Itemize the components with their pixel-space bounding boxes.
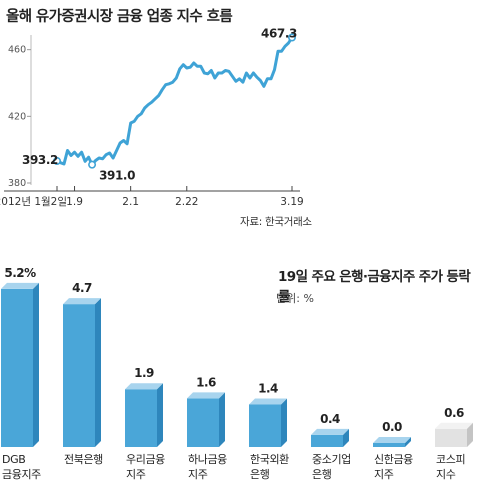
bar-value-label: 1.4: [258, 381, 278, 395]
bar: [373, 443, 405, 447]
source-note: 자료: 한국거래소: [240, 216, 312, 228]
bar-value-label: 0.4: [320, 412, 340, 426]
bar-side: [281, 398, 287, 447]
bar-value-label: 5.2%: [4, 266, 36, 280]
bar-side: [343, 428, 349, 447]
point-marker: [52, 157, 61, 166]
bar-category-line: 한국외환: [250, 453, 289, 466]
unit-label: 단위: %: [276, 292, 314, 305]
start-value-label: 393.2: [22, 153, 58, 167]
point-marker: [287, 33, 296, 42]
bar-category-line: 지수: [436, 468, 456, 481]
bar-category-line: 전북은행: [64, 453, 103, 466]
bar-category-line: 중소기업: [312, 453, 351, 466]
bar-top: [125, 383, 163, 390]
bar-group: 5.2% DGB 금융지주: [1, 266, 42, 481]
index-line: [56, 36, 294, 167]
bar-value-label: 1.6: [196, 375, 216, 389]
point-marker: [88, 160, 97, 169]
bar-category-line: 지주: [188, 468, 208, 481]
bar-chart-title: 19일 주요 은행·금융지주 주가 등락률: [278, 269, 471, 305]
bar-category-line: 코스피: [436, 453, 465, 466]
bar: [311, 434, 343, 447]
x-tick-label: 2.22: [175, 196, 198, 208]
bar: [125, 389, 157, 447]
bar-side: [467, 422, 473, 447]
bar-side: [219, 392, 225, 447]
bar: [63, 304, 95, 447]
bar-category-line: 지주: [374, 468, 394, 481]
y-tick-label: 460: [8, 45, 26, 56]
bar-side: [157, 383, 163, 447]
end-value-label: 467.3: [261, 27, 297, 41]
x-tick-label: 2.1: [122, 196, 139, 208]
bar-top: [311, 428, 349, 435]
bar-side: [33, 282, 39, 447]
bar-category-line: 하나금융: [188, 452, 227, 466]
bar-value-label: 0.6: [444, 406, 464, 420]
bar-value-label: 0.0: [382, 420, 402, 434]
x-tick-label: 1.9: [66, 196, 83, 208]
bar: [1, 288, 33, 447]
bar-category-line: DGB: [2, 453, 25, 466]
bar-category-line: 지주: [126, 468, 146, 481]
bar-category-line: 금융지주: [2, 468, 41, 481]
bar: [187, 398, 219, 447]
bar: [249, 404, 281, 447]
bar-top: [63, 298, 101, 305]
bar-value-label: 4.7: [72, 281, 92, 295]
line-chart-title: 올해 유가증권시장 금융 업종 지수 흐름: [6, 9, 233, 25]
bar-group: 4.7 전북은행: [63, 281, 103, 466]
y-tick-label: 420: [8, 111, 26, 122]
bar-top: [249, 398, 287, 405]
min-value-label: 391.0: [99, 169, 135, 183]
line-chart: 460 420 380 2012년 1월2일 1.9 2.1 2.22 3.19 393.2 39…: [0, 27, 304, 209]
bar-category-line: 신한금융: [374, 453, 413, 466]
x-tick-label: 3.19: [280, 196, 303, 208]
bar-category-line: 은행: [312, 468, 331, 481]
bar-side: [95, 298, 101, 447]
bar-top: [373, 437, 411, 443]
bar-top: [187, 392, 225, 399]
y-tick-label: 380: [8, 178, 26, 189]
bar-top: [1, 282, 39, 289]
x-tick-label: 2012년 1월2일: [0, 195, 67, 208]
bar-top: [435, 422, 473, 429]
bar-category-label: DGB 금융지주: [2, 453, 41, 481]
bar-category-label: 전북은행: [64, 453, 103, 466]
bar-value-label: 1.9: [134, 366, 154, 380]
bar-category-line: 우리금융: [126, 453, 165, 466]
bar-side: [405, 437, 411, 447]
bar-category-line: 은행: [250, 468, 269, 481]
bar: [435, 428, 467, 447]
